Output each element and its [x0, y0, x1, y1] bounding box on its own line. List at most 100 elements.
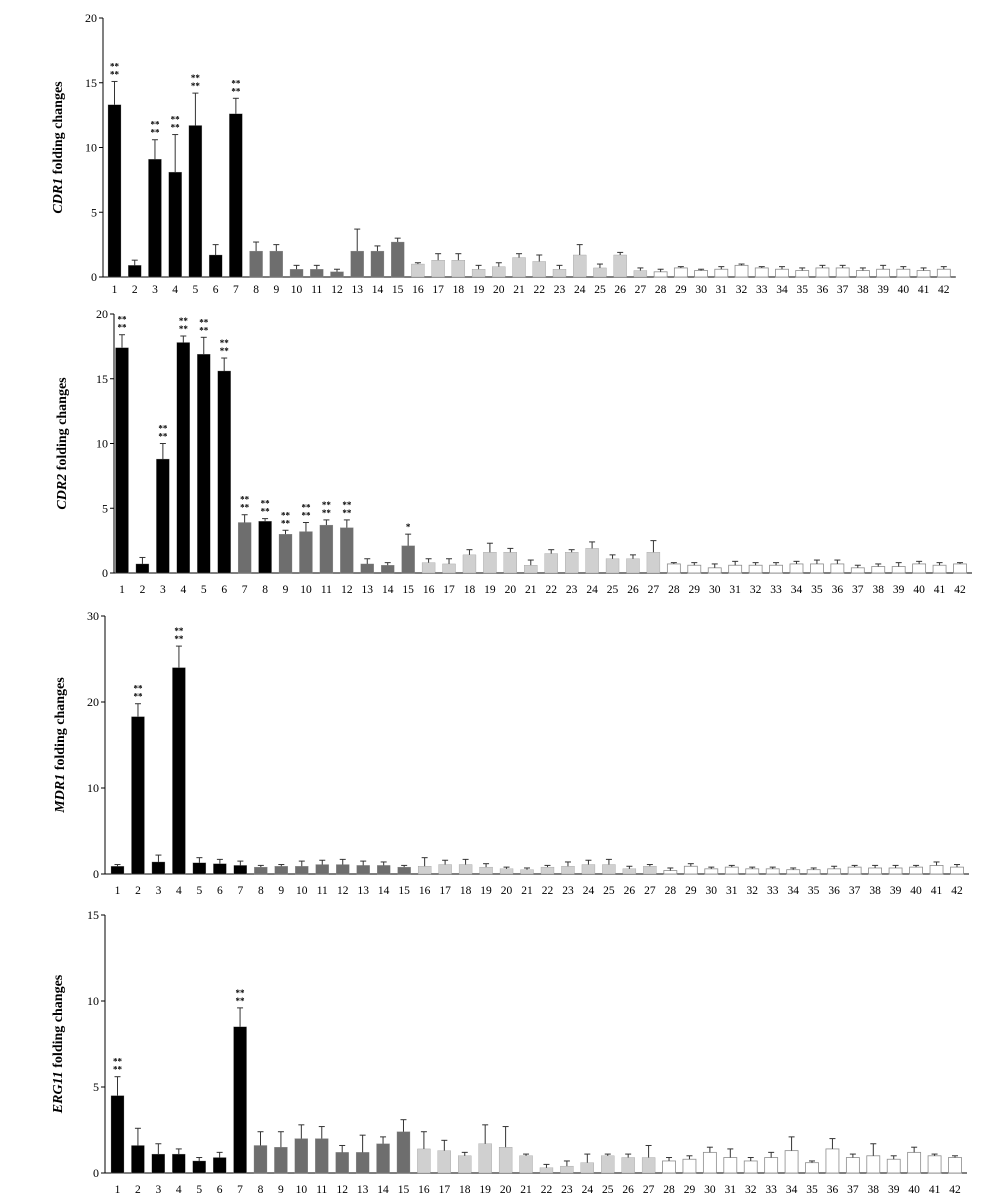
x-tick-label: 28 — [663, 1184, 675, 1196]
bar — [682, 1158, 697, 1174]
x-tick-label: 17 — [439, 885, 451, 897]
bar — [953, 563, 967, 574]
x-tick-label: 24 — [583, 885, 595, 897]
bar — [866, 1155, 881, 1174]
bar — [948, 1157, 962, 1174]
x-tick-label: 3 — [155, 1184, 161, 1196]
bar — [871, 566, 886, 574]
x-tick-label: 35 — [796, 284, 808, 296]
significance-marker: ** ** — [191, 73, 201, 91]
x-tick-label: 13 — [351, 284, 363, 296]
bar — [929, 865, 944, 875]
x-tick-label: 29 — [689, 584, 701, 596]
significance-marker: ** ** — [158, 424, 168, 442]
x-tick-label: 41 — [918, 284, 930, 296]
bar — [748, 564, 763, 574]
x-tick-label: 5 — [197, 885, 203, 897]
x-tick-label: 11 — [321, 584, 332, 596]
x-tick-label: 22 — [534, 284, 546, 296]
bar — [702, 1151, 717, 1174]
x-tick-label: 31 — [716, 284, 728, 296]
x-tick-label: 27 — [635, 284, 647, 296]
x-tick-label: 28 — [668, 584, 680, 596]
x-tick-label: 35 — [808, 885, 820, 897]
bar — [764, 1157, 779, 1174]
x-tick-label: 33 — [770, 584, 782, 596]
y-tick-label: 5 — [93, 1080, 99, 1094]
bar — [233, 1026, 247, 1174]
x-tick-label: 12 — [341, 584, 353, 596]
bar — [294, 1138, 308, 1174]
x-tick-label: 23 — [561, 1184, 573, 1196]
bar — [765, 868, 780, 875]
bar — [360, 563, 374, 574]
x-tick-label: 9 — [273, 284, 279, 296]
x-tick-label: 18 — [459, 1184, 471, 1196]
bar — [622, 868, 637, 875]
x-tick-label: 14 — [377, 1184, 389, 1196]
bar — [151, 1153, 166, 1174]
x-tick-label: 29 — [675, 284, 687, 296]
bar — [115, 347, 129, 574]
x-tick-label: 3 — [152, 284, 158, 296]
bar — [539, 1167, 554, 1174]
x-tick-label: 20 — [505, 584, 517, 596]
bar — [319, 524, 334, 574]
x-tick-label: 38 — [872, 584, 884, 596]
bar — [492, 266, 506, 278]
x-tick-label: 38 — [869, 885, 881, 897]
bar — [135, 563, 150, 574]
bar — [315, 864, 329, 875]
bar — [110, 1095, 125, 1174]
bar — [295, 866, 309, 875]
bar — [438, 864, 452, 875]
x-tick-label: 10 — [296, 1184, 308, 1196]
bar — [356, 865, 370, 875]
x-tick-label: 6 — [221, 584, 227, 596]
x-tick-label: 26 — [624, 885, 636, 897]
y-axis-label: ERG11 folding changes — [51, 974, 66, 1114]
bar — [471, 269, 486, 278]
x-tick-label: 36 — [828, 885, 840, 897]
bar — [936, 268, 951, 278]
bar — [704, 868, 719, 875]
bar — [784, 1150, 799, 1174]
bar — [340, 527, 354, 574]
bar — [552, 269, 567, 278]
bar — [743, 1160, 758, 1174]
bar — [916, 270, 931, 278]
x-tick-label: 21 — [520, 1184, 532, 1196]
x-tick-label: 9 — [278, 885, 284, 897]
x-tick-label: 42 — [938, 284, 950, 296]
x-tick-label: 32 — [746, 885, 758, 897]
x-tick-label: 30 — [704, 1184, 716, 1196]
bar — [377, 865, 391, 875]
x-tick-label: 9 — [283, 584, 289, 596]
significance-marker: ** ** — [261, 499, 271, 517]
x-tick-label: 41 — [934, 584, 946, 596]
bar — [336, 864, 350, 875]
bar — [825, 1148, 840, 1174]
bar — [437, 1150, 451, 1174]
x-tick-label: 19 — [479, 1184, 491, 1196]
significance-marker: ** ** — [174, 626, 184, 644]
x-tick-label: 14 — [382, 584, 394, 596]
x-tick-label: 8 — [258, 885, 264, 897]
x-tick-label: 20 — [500, 1184, 512, 1196]
x-tick-label: 11 — [316, 1184, 327, 1196]
y-tick-label: 30 — [87, 609, 99, 623]
x-tick-label: 34 — [791, 584, 803, 596]
x-tick-label: 20 — [501, 885, 513, 897]
bar — [769, 564, 783, 574]
x-tick-label: 22 — [545, 584, 557, 596]
x-tick-label: 31 — [725, 1184, 737, 1196]
significance-marker: ** ** — [179, 316, 189, 334]
x-tick-label: 6 — [217, 1184, 223, 1196]
x-tick-label: 12 — [331, 284, 343, 296]
x-tick-label: 12 — [336, 1184, 348, 1196]
x-tick-label: 1 — [119, 584, 125, 596]
bar — [254, 866, 268, 875]
bar — [249, 250, 263, 278]
bar — [421, 562, 436, 574]
